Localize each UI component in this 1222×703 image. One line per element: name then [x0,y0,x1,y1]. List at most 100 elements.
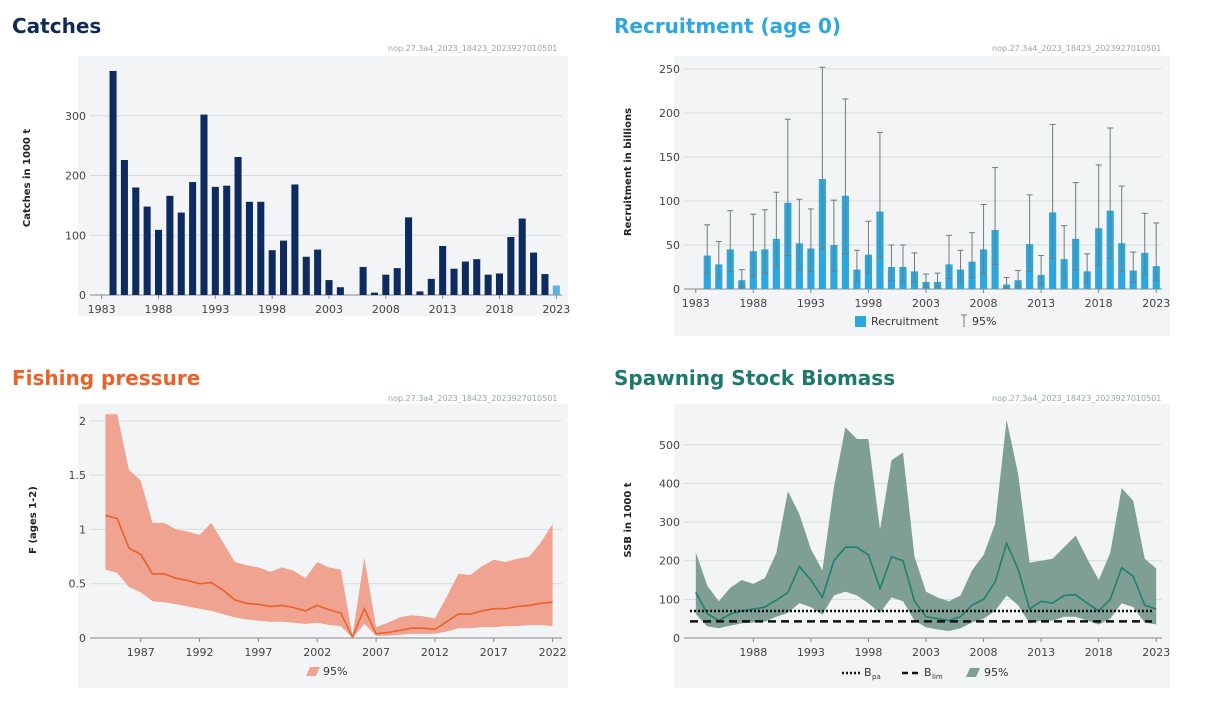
catches-bar [552,285,560,295]
recruitment-xtick-label: 2003 [912,297,940,310]
ssb-legend-bpa-sub: pa [872,673,881,681]
catches-xtick-label: 1988 [145,303,173,316]
catches-bar [200,114,208,295]
recruitment-ytick-label: 250 [659,63,680,76]
fishing-xtick-label: 1997 [244,646,272,659]
fishing-xtick-label: 1987 [127,646,155,659]
ssb-ytick-label: 400 [659,477,680,490]
fishing-xtick-label: 1992 [186,646,214,659]
recruitment-xtick-label: 2013 [1027,297,1055,310]
catches-xtick-label: 1998 [258,303,286,316]
ssb-xtick-label: 2023 [1142,646,1170,659]
catches-bar [507,237,515,295]
ssb-xtick-label: 1988 [739,646,767,659]
ssb-line [695,540,1157,622]
catches-bar [211,186,219,295]
ssb-xtick-label: 2008 [970,646,998,659]
fishing-ylabel: F (ages 1-2) [28,486,39,554]
recruitment-xtick-label: 1983 [682,297,710,310]
fishing-ytick-label: 2 [79,415,86,428]
catches-bar [518,218,526,295]
catches-bar [541,274,549,295]
ssb-xtick-label: 1993 [797,646,825,659]
fishing-ci-band [105,414,553,638]
catches-bar [177,212,185,295]
ssb-legend-band-label: 95% [984,666,1008,679]
recruitment-code: nop.27.3a4_2023_18423_2023927010501 [992,44,1162,53]
catches-bar [257,201,265,295]
ssb-ylabel: SSB in 1000 t [623,482,634,557]
catches-bar [461,261,469,295]
recruitment-ytick-label: 150 [659,151,680,164]
catches-xtick-label: 2008 [372,303,400,316]
catches-xtick-label: 2003 [315,303,343,316]
catches-bar [370,292,378,295]
recruitment-xtick-label: 2018 [1085,297,1113,310]
ssb-ytick-label: 0 [673,632,680,645]
catches-bar [359,266,367,295]
catches-bar [189,182,197,295]
catches-bar [450,268,458,295]
ssb-title: Spawning Stock Biomass [614,366,896,390]
ssb-xtick-label: 2003 [912,646,940,659]
ssb-legend-band-swatch [966,668,980,677]
fishing-xtick-label: 2017 [480,646,508,659]
ssb-ytick-label: 100 [659,593,680,606]
catches-xtick-label: 2018 [485,303,513,316]
catches-bar [166,195,174,295]
recruitment-title: Recruitment (age 0) [614,14,842,38]
catches-bar [393,268,401,295]
catches-bar [427,278,435,295]
fishing-ytick-label: 1 [79,523,86,536]
fishing-ytick-label: 1.5 [69,469,87,482]
catches-bar [245,201,253,295]
catches-bar [484,274,492,295]
ssb-ytick-label: 200 [659,555,680,568]
recruitment-xtick-label: 1993 [797,297,825,310]
catches-bar [314,249,322,295]
catches-bar [223,185,231,295]
catches-bar [325,280,333,295]
catches-bar [530,252,538,295]
catches-bar [302,256,310,295]
ssb-legend-blim-label: B [924,666,932,679]
fishing-xtick-label: 2012 [421,646,449,659]
recruitment-ytick-label: 200 [659,107,680,120]
fishing-ytick-label: 0 [79,632,86,645]
catches-xtick-label: 1993 [201,303,229,316]
recruitment-xtick-label: 2008 [970,297,998,310]
ssb-xtick-label: 2018 [1085,646,1113,659]
fishing-line [105,514,553,639]
catches-xtick-label: 2023 [542,303,570,316]
ssb-plot-bg [674,404,1170,688]
catches-bar [234,156,242,295]
ssb-legend-bpa-label: B [864,666,872,679]
catches-bar [268,250,276,295]
recruitment-ytick-label: 0 [673,283,680,296]
recruitment-ytick-label: 100 [659,195,680,208]
catches-bar [495,273,504,295]
catches-ytick-label: 100 [65,229,86,242]
catches-ylabel: Catches in 1000 t [22,129,33,227]
recruitment-legend-err-label: 95% [972,315,996,328]
catches-bar [143,206,151,295]
ssb-code: nop.27.3a4_2023_18423_2023927010501 [992,394,1162,403]
fishing-xtick-label: 2002 [303,646,331,659]
fishing-title: Fishing pressure [12,366,201,390]
catches-xtick-label: 1983 [88,303,116,316]
catches-bar [154,229,163,295]
catches-bar [405,217,413,295]
ssb-ytick-label: 300 [659,516,680,529]
catches-code: nop.27.3a4_2023_18423_2023927010501 [388,44,558,53]
recruitment-xtick-label: 1998 [854,297,882,310]
catches-xtick-label: 2013 [429,303,457,316]
fishing-xtick-label: 2022 [539,646,567,659]
catches-bar [336,287,344,295]
ssb-xtick-label: 2013 [1027,646,1055,659]
fishing-legend-swatch [306,667,320,676]
recruitment-xtick-label: 2023 [1142,297,1170,310]
